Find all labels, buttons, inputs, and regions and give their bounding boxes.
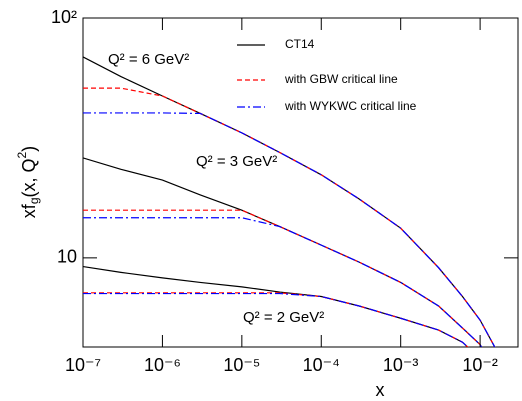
x-tick-label: 10⁻⁶ [144,355,181,375]
x-tick-label: 10⁻⁵ [223,355,260,375]
y-tick-label: 10² [51,7,77,27]
x-tick-label: 10⁻⁴ [303,355,340,375]
curve [83,292,469,347]
curve [83,265,469,347]
y-label-part: ) [19,146,39,152]
legend-label: with WYKWC critical line [284,99,417,113]
legend-label: with GBW critical line [284,72,398,86]
legend-label: CT14 [285,37,315,51]
x-tick-label: 10⁻⁷ [65,355,101,375]
curve-label: Q² = 3 GeV² [196,153,277,170]
curve [83,112,496,347]
y-label-part: (x, Q [19,158,39,197]
y-label-part: xf [19,203,39,218]
curve-label: Q² = 6 GeV² [108,51,189,68]
x-tick-label: 10⁻² [462,355,498,375]
curves [83,56,496,347]
y-label-sup: 2 [15,151,29,158]
x-axis-label: x [376,380,385,400]
plot-frame [82,17,519,348]
x-tick-label: 10⁻³ [383,355,419,375]
y-axis-label: xfg(x, Q2) [15,146,41,218]
y-label-sub: g [27,197,41,204]
y-tick-label: 10 [57,247,77,267]
curve [83,217,483,347]
curve-label: Q² = 2 GeV² [243,309,324,326]
